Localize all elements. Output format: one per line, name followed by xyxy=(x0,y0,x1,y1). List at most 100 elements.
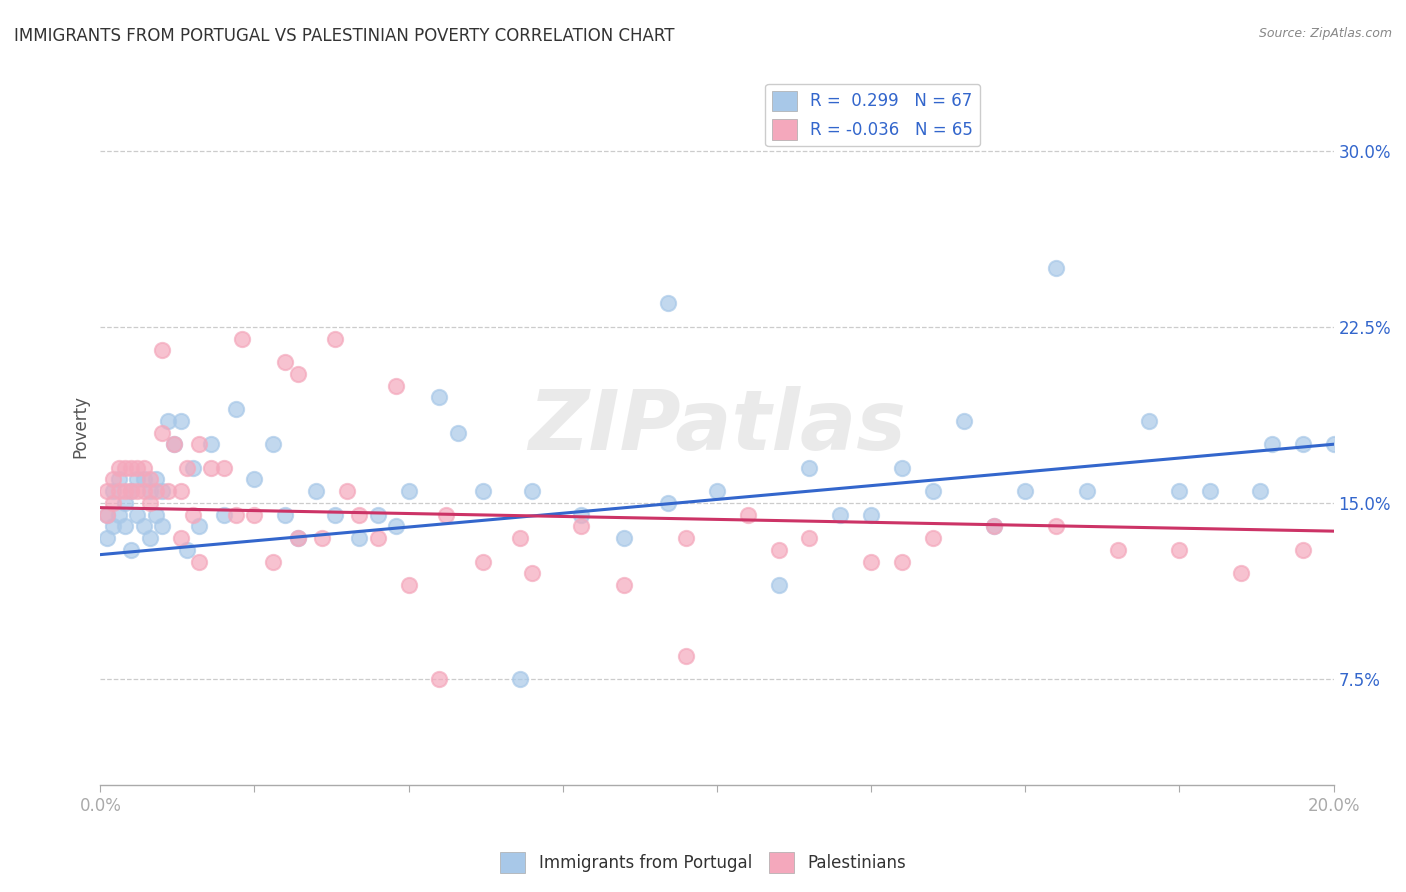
Point xyxy=(150,519,173,533)
Point xyxy=(114,519,136,533)
Point xyxy=(1107,543,1129,558)
Point xyxy=(1045,261,1067,276)
Point xyxy=(262,555,284,569)
Point xyxy=(952,414,974,428)
Text: Source: ZipAtlas.com: Source: ZipAtlas.com xyxy=(1258,27,1392,40)
Point xyxy=(132,484,155,499)
Point xyxy=(145,484,167,499)
Point xyxy=(799,531,821,545)
Point xyxy=(243,0,266,5)
Point xyxy=(96,508,118,522)
Point xyxy=(1199,484,1222,499)
Point xyxy=(613,578,636,592)
Point xyxy=(114,496,136,510)
Text: IMMIGRANTS FROM PORTUGAL VS PALESTINIAN POVERTY CORRELATION CHART: IMMIGRANTS FROM PORTUGAL VS PALESTINIAN … xyxy=(14,27,675,45)
Point xyxy=(127,460,149,475)
Point xyxy=(323,332,346,346)
Point xyxy=(830,508,852,522)
Point xyxy=(921,531,943,545)
Point xyxy=(225,402,247,417)
Point xyxy=(200,460,222,475)
Point xyxy=(231,332,253,346)
Point xyxy=(434,508,457,522)
Point xyxy=(145,508,167,522)
Point xyxy=(1322,437,1344,451)
Point xyxy=(706,484,728,499)
Point xyxy=(274,355,297,369)
Point xyxy=(120,543,142,558)
Point xyxy=(657,296,679,310)
Point xyxy=(287,531,309,545)
Point xyxy=(138,473,160,487)
Point xyxy=(520,484,543,499)
Legend: R =  0.299   N = 67, R = -0.036   N = 65: R = 0.299 N = 67, R = -0.036 N = 65 xyxy=(765,84,980,146)
Point xyxy=(1230,566,1253,581)
Point xyxy=(274,508,297,522)
Point xyxy=(398,484,420,499)
Point xyxy=(768,578,790,592)
Y-axis label: Poverty: Poverty xyxy=(72,395,89,458)
Point xyxy=(1261,437,1284,451)
Point xyxy=(1014,484,1036,499)
Point xyxy=(447,425,470,440)
Point xyxy=(1292,543,1315,558)
Point xyxy=(127,473,149,487)
Point xyxy=(367,531,389,545)
Point xyxy=(890,555,912,569)
Point xyxy=(860,508,883,522)
Point xyxy=(398,578,420,592)
Point xyxy=(569,519,592,533)
Point xyxy=(311,531,333,545)
Point xyxy=(108,508,131,522)
Point xyxy=(737,508,759,522)
Point xyxy=(675,648,697,663)
Point xyxy=(127,508,149,522)
Point xyxy=(243,473,266,487)
Point xyxy=(262,437,284,451)
Point xyxy=(1137,414,1160,428)
Point xyxy=(169,414,191,428)
Point xyxy=(150,425,173,440)
Point xyxy=(181,460,204,475)
Point xyxy=(768,543,790,558)
Point xyxy=(799,460,821,475)
Point xyxy=(1292,437,1315,451)
Point xyxy=(675,531,697,545)
Point xyxy=(176,460,198,475)
Point xyxy=(349,531,371,545)
Point xyxy=(138,496,160,510)
Point xyxy=(188,519,211,533)
Point xyxy=(429,672,451,686)
Point xyxy=(96,508,118,522)
Point xyxy=(181,508,204,522)
Point xyxy=(169,531,191,545)
Point xyxy=(471,484,494,499)
Point xyxy=(1168,543,1191,558)
Point xyxy=(983,519,1005,533)
Point xyxy=(108,460,131,475)
Point xyxy=(150,484,173,499)
Point xyxy=(145,473,167,487)
Point xyxy=(225,508,247,522)
Point xyxy=(287,367,309,381)
Point xyxy=(569,508,592,522)
Point xyxy=(120,484,142,499)
Point xyxy=(101,519,124,533)
Point xyxy=(157,484,180,499)
Point xyxy=(132,460,155,475)
Point xyxy=(287,531,309,545)
Point xyxy=(101,484,124,499)
Point xyxy=(385,378,408,392)
Point xyxy=(212,508,235,522)
Point xyxy=(169,484,191,499)
Point xyxy=(188,555,211,569)
Text: ZIPatlas: ZIPatlas xyxy=(529,386,905,467)
Point xyxy=(132,473,155,487)
Point xyxy=(921,484,943,499)
Point xyxy=(349,508,371,522)
Point xyxy=(200,437,222,451)
Point xyxy=(108,484,131,499)
Point xyxy=(157,414,180,428)
Point xyxy=(509,672,531,686)
Point xyxy=(429,390,451,404)
